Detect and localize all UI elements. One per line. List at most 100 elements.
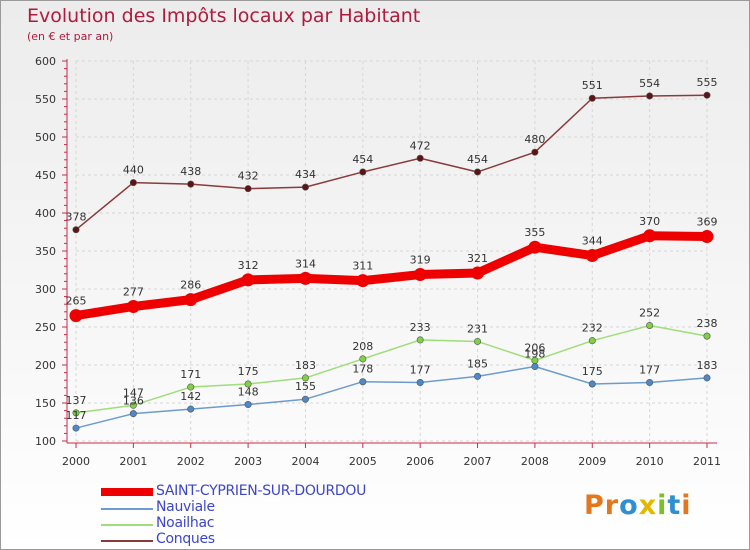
data-point-nauviale — [416, 378, 424, 386]
data-label-saint-cyprien: 355 — [524, 226, 545, 239]
data-label-conques: 472 — [410, 139, 431, 152]
y-tick-label: 350 — [35, 245, 56, 258]
data-label-noailhac: 231 — [467, 322, 488, 335]
data-point-saint-cyprien — [241, 273, 255, 287]
data-point-noailhac — [187, 383, 195, 391]
data-label-saint-cyprien: 321 — [467, 252, 488, 265]
data-label-conques: 378 — [66, 211, 87, 224]
data-point-nauviale — [646, 378, 654, 386]
data-label-noailhac: 147 — [123, 386, 144, 399]
data-point-saint-cyprien — [184, 293, 198, 307]
series-line-noailhac — [75, 324, 708, 414]
data-label-conques: 555 — [697, 76, 718, 89]
data-label-saint-cyprien: 311 — [352, 260, 373, 273]
data-label-noailhac: 233 — [410, 321, 431, 334]
data-point-noailhac — [416, 336, 424, 344]
axes — [62, 59, 717, 448]
legend-label: Noailhac — [156, 515, 215, 531]
data-point-nauviale — [244, 401, 252, 409]
data-label-nauviale: 177 — [639, 363, 660, 376]
x-tick-label: 2002 — [177, 455, 205, 468]
data-point-saint-cyprien — [528, 240, 542, 254]
data-label-nauviale: 183 — [697, 359, 718, 372]
data-point-saint-cyprien — [356, 274, 370, 288]
chart-title: Evolution des Impôts locaux par Habitant — [27, 5, 421, 27]
data-point-conques — [703, 91, 711, 99]
x-tick-label: 2010 — [636, 455, 664, 468]
data-point-noailhac — [244, 380, 252, 388]
x-tick-label: 2011 — [693, 455, 721, 468]
data-label-nauviale: 198 — [524, 348, 545, 361]
series-lines — [69, 91, 714, 432]
x-tick-labels: 2000 2001 2002 2003 2004 2005 2006 2007 2008 2009… — [62, 455, 721, 468]
data-point-saint-cyprien — [700, 230, 714, 244]
legend-swatch — [101, 488, 153, 496]
data-label-noailhac: 171 — [180, 368, 201, 381]
data-label-saint-cyprien: 277 — [123, 285, 144, 298]
data-label-nauviale: 185 — [467, 357, 488, 370]
data-labels: 378 440 438 432 434 454 472 454 480 551 554 555 137 1… — [66, 76, 718, 422]
legend-label: Nauviale — [156, 499, 215, 515]
x-tick-label: 2007 — [464, 455, 492, 468]
series-line-nauviale — [75, 365, 708, 429]
data-label-conques: 554 — [639, 77, 660, 90]
data-point-nauviale — [588, 380, 596, 388]
data-label-conques: 454 — [467, 153, 488, 166]
y-tick-label: 150 — [35, 397, 56, 410]
data-label-nauviale: 177 — [410, 363, 431, 376]
y-tick-label: 300 — [35, 283, 56, 296]
data-label-noailhac: 208 — [352, 340, 373, 353]
y-tick-labels: 100 150 200 250 300 350 400 450 500 550 600 — [35, 55, 56, 448]
legend-label: SAINT-CYPRIEN-SUR-DOURDOU — [156, 483, 367, 499]
data-label-nauviale: 117 — [66, 409, 87, 422]
data-point-noailhac — [646, 321, 654, 329]
data-label-conques: 551 — [582, 79, 603, 92]
data-point-conques — [646, 92, 654, 100]
x-tick-label: 2004 — [291, 455, 319, 468]
data-point-saint-cyprien — [643, 229, 657, 243]
data-label-noailhac: 175 — [238, 365, 259, 378]
x-tick-label: 2008 — [521, 455, 549, 468]
logo-letter: r — [604, 490, 620, 521]
legend-label: Conques — [156, 531, 215, 547]
data-point-noailhac — [588, 337, 596, 345]
data-point-noailhac — [359, 355, 367, 363]
data-label-nauviale: 142 — [180, 390, 201, 403]
data-label-saint-cyprien: 319 — [410, 254, 431, 267]
data-point-conques — [129, 179, 137, 187]
data-point-conques — [359, 168, 367, 176]
data-point-nauviale — [531, 363, 539, 371]
x-tick-label: 2009 — [578, 455, 606, 468]
data-label-nauviale: 178 — [352, 363, 373, 376]
data-label-saint-cyprien: 314 — [295, 257, 316, 270]
data-label-noailhac: 137 — [66, 394, 87, 407]
data-label-conques: 454 — [352, 153, 373, 166]
y-tick-label: 550 — [35, 93, 56, 106]
data-label-saint-cyprien: 344 — [582, 235, 603, 248]
x-tick-label: 2006 — [406, 455, 434, 468]
data-point-nauviale — [703, 374, 711, 382]
data-label-conques: 434 — [295, 168, 316, 181]
legend-swatch — [101, 508, 153, 510]
data-label-saint-cyprien: 265 — [66, 295, 87, 308]
data-point-conques — [531, 148, 539, 156]
logo-letter: P — [584, 490, 605, 521]
data-label-conques: 432 — [238, 170, 259, 183]
data-label-nauviale: 175 — [582, 365, 603, 378]
y-tick-label: 450 — [35, 169, 56, 182]
data-label-noailhac: 238 — [697, 317, 718, 330]
data-label-conques: 438 — [180, 165, 201, 178]
data-label-saint-cyprien: 370 — [639, 215, 660, 228]
data-point-conques — [474, 168, 482, 176]
x-tick-label: 2000 — [62, 455, 90, 468]
logo-letter: t — [667, 490, 682, 521]
data-label-nauviale: 148 — [238, 386, 259, 399]
data-point-saint-cyprien — [69, 309, 83, 323]
data-label-saint-cyprien: 369 — [697, 216, 718, 229]
y-tick-label: 400 — [35, 207, 56, 220]
data-point-nauviale — [301, 395, 309, 403]
data-point-conques — [416, 154, 424, 162]
legend-swatch — [101, 524, 153, 526]
data-point-nauviale — [129, 410, 137, 418]
